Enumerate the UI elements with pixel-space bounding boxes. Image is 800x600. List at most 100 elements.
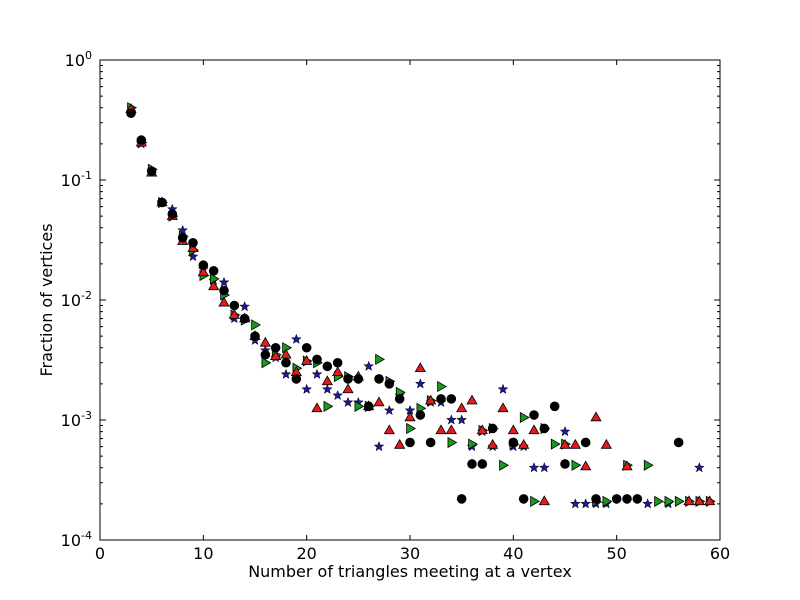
x-tick-label: 20 <box>296 544 316 563</box>
marker-triangle-up <box>528 424 540 435</box>
marker-star <box>538 462 550 473</box>
x-tick-label: 30 <box>400 544 420 563</box>
marker-circle <box>219 285 229 296</box>
marker-triangle-up <box>435 424 447 435</box>
marker-triangle-right <box>209 273 220 285</box>
marker-star <box>414 378 426 389</box>
marker-triangle-right <box>519 411 530 424</box>
marker-triangle-up <box>476 424 488 435</box>
x-tick-label: 0 <box>95 544 105 563</box>
marker-circle <box>622 494 632 504</box>
marker-star <box>445 414 457 425</box>
marker-triangle-up <box>569 438 581 449</box>
marker-triangle-right <box>447 436 458 449</box>
marker-circle <box>560 459 570 469</box>
marker-triangle-up <box>497 402 509 413</box>
marker-triangle-up <box>590 411 602 422</box>
marker-triangle-up <box>518 438 530 449</box>
marker-star <box>332 389 344 401</box>
marker-triangle-up <box>693 495 705 506</box>
marker-circle <box>374 374 384 384</box>
marker-triangle-up <box>270 350 282 361</box>
x-tick-label: 10 <box>193 544 213 563</box>
marker-triangle-up <box>621 460 633 471</box>
marker-triangle-right <box>261 357 272 369</box>
marker-triangle-up <box>404 411 416 422</box>
marker-circle <box>529 410 539 420</box>
marker-triangle-up <box>559 438 571 449</box>
marker-star <box>363 360 375 371</box>
marker-circle <box>239 313 250 324</box>
marker-circle <box>611 494 622 504</box>
marker-circle <box>405 437 415 448</box>
marker-circle <box>198 260 209 270</box>
x-tick-label: 50 <box>606 544 626 563</box>
marker-triangle-right <box>664 495 675 507</box>
marker-triangle-up <box>197 266 209 277</box>
marker-triangle-up <box>600 438 612 449</box>
marker-star <box>569 498 581 509</box>
marker-star <box>290 333 302 344</box>
marker-star <box>580 498 592 509</box>
marker-triangle-up <box>394 438 406 449</box>
marker-circle <box>208 266 219 276</box>
y-tick-label: 10-4 <box>61 529 92 550</box>
x-axis-label: Number of triangles meeting at a vertex <box>248 562 572 581</box>
marker-star <box>528 462 540 473</box>
marker-triangle-up <box>445 424 457 435</box>
marker-triangle-up <box>342 383 354 394</box>
data-markers <box>125 102 716 509</box>
marker-circle <box>188 237 198 248</box>
marker-triangle-right <box>375 353 386 366</box>
marker-circle <box>394 394 405 404</box>
marker-circle <box>436 394 446 404</box>
y-tick-label: 10-2 <box>61 289 92 310</box>
marker-triangle-up <box>580 460 592 471</box>
marker-circle <box>446 394 457 404</box>
marker-circle <box>539 423 550 434</box>
plot-frame <box>99 59 721 541</box>
marker-circle <box>167 209 178 219</box>
marker-circle <box>229 300 240 311</box>
marker-triangle-right <box>674 495 685 507</box>
marker-triangle-up <box>259 336 271 347</box>
marker-circle <box>322 361 333 372</box>
x-tick-label: 60 <box>710 544 730 563</box>
y-tick-label: 100 <box>65 49 92 70</box>
marker-triangle-right <box>282 342 293 354</box>
marker-triangle-up <box>487 438 499 449</box>
marker-triangle-up <box>683 495 695 506</box>
marker-circle <box>260 349 271 360</box>
marker-star <box>280 368 292 379</box>
y-tick-label: 10-1 <box>61 169 92 190</box>
marker-triangle-right <box>468 438 479 450</box>
marker-circle <box>332 357 343 368</box>
x-tick-label: 40 <box>503 544 523 563</box>
y-axis-label: Fraction of vertices <box>37 223 56 376</box>
axis-ticks: 0 10 20 30 40 50 60 10-4 10-3 10-2 10-1 100 <box>61 49 731 563</box>
marker-circle <box>456 494 467 504</box>
marker-triangle-right <box>406 422 417 435</box>
plot-area <box>100 60 720 540</box>
marker-star <box>239 300 251 312</box>
marker-triangle-up <box>373 396 385 407</box>
marker-triangle-up <box>218 296 230 307</box>
marker-circle <box>415 410 426 420</box>
y-tick-label: 10-3 <box>61 409 92 430</box>
marker-triangle-up <box>466 394 478 405</box>
marker-circle <box>281 357 291 368</box>
marker-star <box>301 383 313 394</box>
marker-circle <box>301 342 312 353</box>
marker-circle <box>591 494 601 504</box>
marker-triangle-up <box>311 402 323 413</box>
marker-star <box>693 462 705 473</box>
marker-circle <box>126 108 136 119</box>
marker-star <box>456 414 468 425</box>
marker-triangle-right <box>530 495 541 507</box>
marker-star <box>321 383 333 394</box>
marker-star <box>383 404 395 416</box>
marker-circle <box>353 374 364 384</box>
marker-star <box>218 276 230 288</box>
marker-circle <box>177 232 188 243</box>
marker-triangle-up <box>208 280 220 291</box>
